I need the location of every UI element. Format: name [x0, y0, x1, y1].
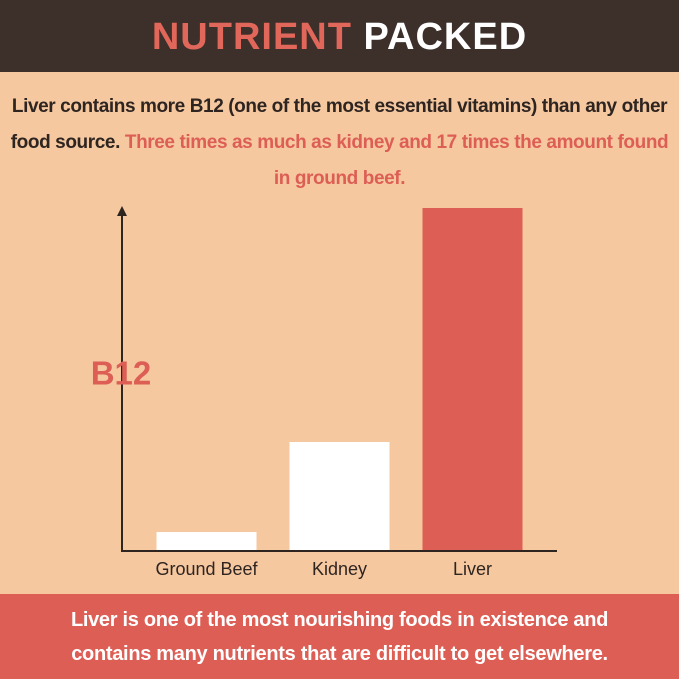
x-tick-label: Kidney	[312, 559, 367, 579]
axis-arrow	[117, 206, 127, 216]
bar	[156, 532, 257, 550]
y-axis-label: B12	[91, 355, 152, 392]
title-part: PACKED	[363, 16, 528, 58]
header: NUTRIENT PACKED	[0, 0, 679, 72]
x-tick-label: Ground Beef	[155, 559, 258, 579]
title-part: NUTRIENT	[151, 16, 352, 58]
intro: Liver contains more B12 (one of the most…	[10, 89, 669, 197]
intro-highlight: Three times as much as kidney and 17 tim…	[124, 132, 669, 189]
footer-text: Liver is one of the most nourishing food…	[70, 608, 609, 665]
intro-text: Liver contains more B12 (one of the most…	[10, 96, 668, 153]
chart: B12 Ground Beef Kidney Liver	[91, 206, 557, 579]
x-tick-label: Liver	[453, 559, 492, 579]
footer: Liver is one of the most nourishing food…	[0, 594, 679, 679]
bar	[289, 442, 390, 550]
bar	[422, 208, 523, 550]
